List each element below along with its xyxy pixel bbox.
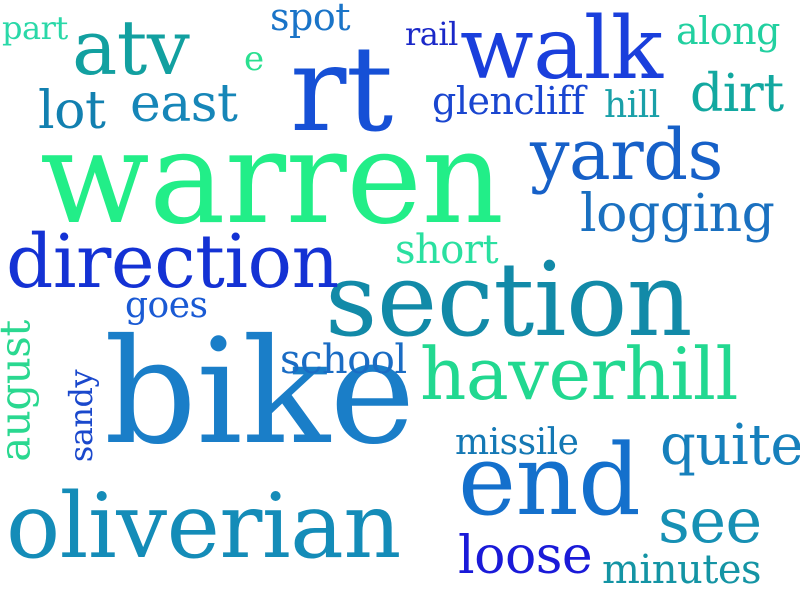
word-walk: walk — [460, 0, 663, 99]
word-sandy: sandy — [62, 369, 101, 463]
word-east: east — [130, 74, 238, 134]
word-atv: atv — [72, 3, 190, 92]
word-rail: rail — [405, 15, 458, 53]
word-spot: spot — [270, 0, 350, 39]
word-lot: lot — [38, 81, 106, 141]
word-haverhill: haverhill — [420, 332, 738, 416]
word-along: along — [676, 9, 781, 53]
word-august: august — [0, 320, 40, 462]
word-warren: warren — [40, 104, 504, 253]
word-direction: direction — [6, 219, 339, 305]
word-missile: missile — [455, 422, 579, 463]
word-glencliff: glencliff — [432, 79, 585, 123]
word-loose: loose — [458, 526, 593, 586]
word-part: part — [2, 9, 68, 47]
word-short: short — [395, 227, 499, 273]
word-oliverian: oliverian — [6, 474, 401, 579]
word-section: section — [325, 241, 693, 360]
word-end: end — [458, 424, 641, 538]
word-logging: logging — [580, 184, 775, 244]
word-school: school — [280, 337, 407, 383]
word-e: e — [244, 39, 264, 79]
word-dirt: dirt — [690, 64, 784, 124]
word-hill: hill — [604, 85, 660, 126]
word-see: see — [658, 484, 762, 557]
word-minutes: minutes — [602, 547, 762, 593]
word-goes: goes — [125, 285, 208, 326]
word-quite: quite — [660, 413, 800, 478]
word-bike: bike — [104, 308, 415, 477]
word-yards: yards — [530, 114, 723, 196]
word-rt: rt — [290, 20, 393, 158]
